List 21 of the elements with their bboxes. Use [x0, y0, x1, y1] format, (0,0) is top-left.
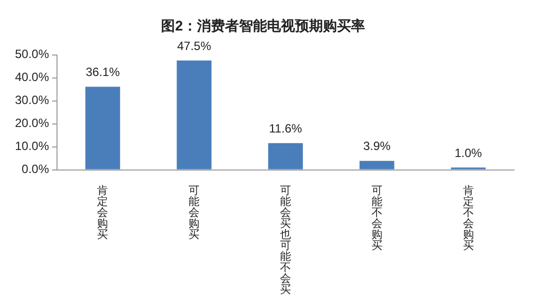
x-tick-label: 肯定会购买 [97, 185, 108, 241]
data-label: 36.1% [86, 65, 120, 80]
category-label: 可能会买也可能不会买 [280, 185, 291, 296]
bar [85, 86, 120, 170]
bar [176, 60, 212, 170]
data-label: 1.0% [454, 146, 482, 160]
data-label: 3.9% [363, 139, 391, 154]
x-tick-label: 肯定不会购买 [462, 185, 474, 252]
y-tick-label: 10.0% [14, 139, 50, 154]
x-tick-label: 可能会购买 [188, 185, 200, 241]
data-label: 11.6% [268, 121, 302, 136]
y-tick-label: 40.0% [14, 70, 50, 84]
x-tick-label: 可能不会购买 [371, 185, 382, 252]
bar [268, 143, 303, 170]
y-tick-label: 0.0% [22, 162, 50, 176]
chart-title: 图2：消费者智能电视预期购买率 [161, 17, 365, 34]
y-tick-label: 30.0% [14, 93, 50, 108]
bar [360, 160, 394, 170]
y-tick-label: 50.0% [14, 47, 50, 62]
data-label: 47.5% [177, 38, 212, 53]
y-tick-label: 20.0% [14, 116, 50, 130]
